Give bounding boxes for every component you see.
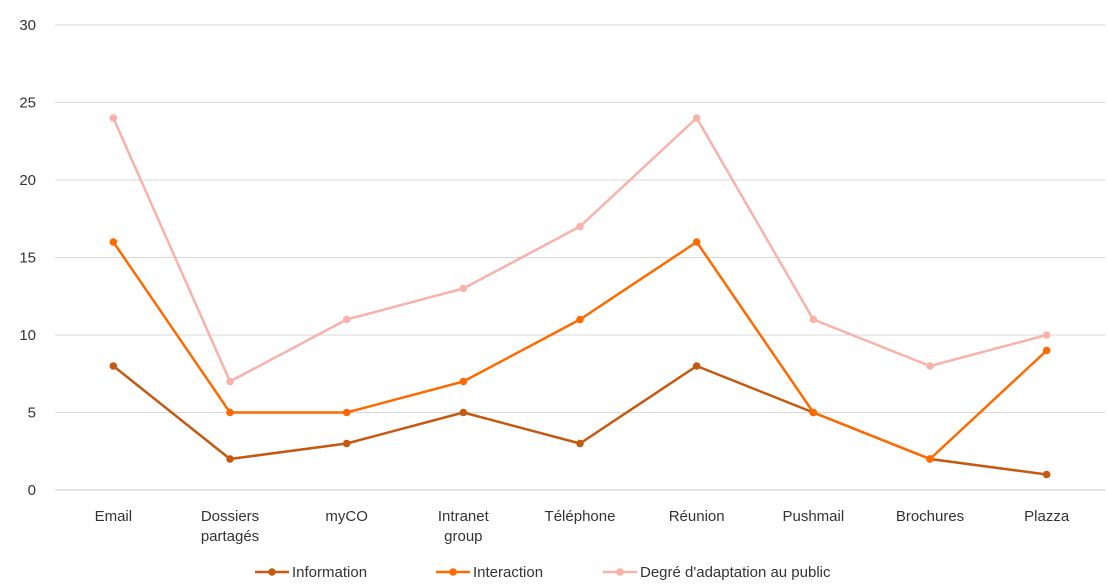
y-tick-label: 25 — [19, 95, 36, 112]
data-point — [576, 439, 584, 448]
data-point — [1042, 331, 1051, 339]
data-point — [692, 114, 701, 122]
x-tick-label: Pushmail — [782, 508, 844, 525]
x-tick-line: Plazza — [1024, 508, 1070, 525]
legend-item: Degré d'adaptation au public — [603, 564, 831, 581]
data-point — [342, 408, 351, 417]
x-tick-label: Téléphone — [545, 508, 616, 525]
legend: Information Interaction Degré d'adaptation… — [255, 564, 831, 581]
series-line — [112, 240, 1048, 461]
y-tick-label: 0 — [28, 482, 36, 499]
series-line — [112, 116, 1047, 383]
data-point — [692, 238, 701, 246]
data-point — [809, 408, 818, 417]
x-tick-line: Email — [95, 508, 133, 525]
data-point — [926, 362, 934, 370]
x-tick-line: Dossiers — [201, 508, 259, 525]
data-point — [109, 238, 118, 246]
data-point — [226, 377, 234, 386]
grid-lines — [55, 24, 1105, 491]
data-point — [692, 362, 701, 370]
series-group — [109, 114, 1051, 479]
y-axis-ticks: 0 5 10 15 20 25 30 — [19, 17, 36, 499]
x-tick-label: Plazza — [1024, 508, 1070, 525]
x-tick-label: myCO — [325, 508, 368, 525]
legend-item: Interaction — [436, 564, 543, 581]
legend-label: Degré d'adaptation au public — [640, 564, 831, 581]
data-point — [459, 408, 468, 417]
x-tick-line: Réunion — [669, 508, 725, 525]
data-point — [459, 377, 468, 386]
legend-item: Information — [255, 564, 367, 581]
x-tick-line: Intranet — [438, 508, 490, 525]
data-point — [226, 455, 234, 463]
x-tick-label: Intranet group — [438, 508, 490, 545]
x-tick-line: Brochures — [896, 508, 964, 525]
series-line — [112, 364, 1047, 476]
data-point — [342, 315, 351, 324]
series-1 — [109, 238, 1051, 463]
series-2 — [109, 114, 1051, 386]
legend-swatch-dot — [268, 568, 276, 576]
x-tick-label: Dossiers partagés — [201, 508, 259, 545]
data-point — [576, 222, 584, 231]
data-point — [342, 439, 351, 448]
y-tick-label: 5 — [28, 405, 36, 422]
data-point — [809, 315, 818, 324]
y-tick-label: 30 — [19, 17, 36, 34]
data-point — [109, 114, 118, 122]
data-point — [1042, 470, 1051, 479]
series-0 — [109, 362, 1051, 479]
x-tick-line: Téléphone — [545, 508, 616, 525]
y-tick-label: 20 — [19, 172, 36, 189]
legend-label: Interaction — [473, 564, 543, 581]
x-tick-line: partagés — [201, 528, 259, 545]
data-point — [926, 455, 934, 463]
data-point — [576, 315, 584, 324]
x-axis-ticks: Email Dossiers partagés myCO Intranet group Té… — [95, 508, 1070, 545]
data-point — [226, 408, 234, 417]
data-point — [1042, 346, 1051, 355]
legend-swatch-dot — [449, 568, 457, 576]
x-tick-line: Pushmail — [782, 508, 844, 525]
y-tick-label: 10 — [19, 327, 36, 344]
x-tick-label: Email — [95, 508, 133, 525]
y-tick-label: 15 — [19, 250, 36, 267]
x-tick-line: group — [444, 528, 482, 545]
data-point — [459, 284, 468, 293]
x-tick-line: myCO — [325, 508, 368, 525]
legend-label: Information — [292, 564, 367, 581]
legend-swatch-dot — [616, 568, 624, 576]
x-tick-label: Réunion — [669, 508, 725, 525]
x-tick-label: Brochures — [896, 508, 964, 525]
data-point — [109, 362, 118, 370]
